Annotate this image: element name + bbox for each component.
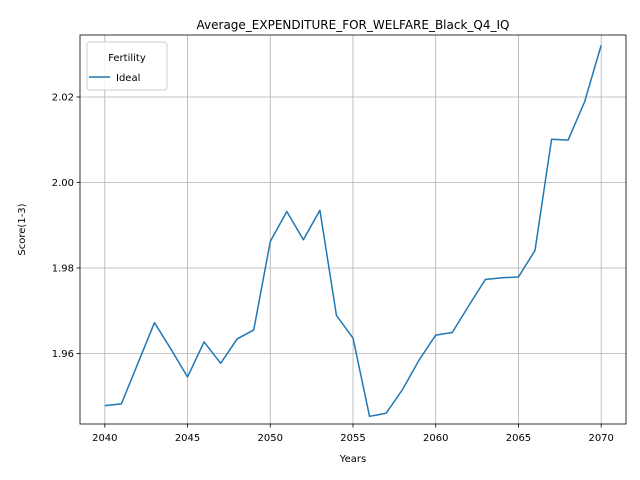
y-tick-label: 1.96: [52, 349, 74, 360]
x-tick-label: 2040: [92, 433, 117, 444]
chart-title: Average_EXPENDITURE_FOR_WELFARE_Black_Q4…: [197, 18, 510, 32]
x-tick-label: 2070: [588, 433, 613, 444]
legend-box: [86, 41, 168, 91]
x-tick-label: 2055: [340, 433, 365, 444]
x-tick-label: 2065: [506, 433, 531, 444]
x-axis-label: Years: [339, 454, 366, 465]
y-axis-ticks: 1.96 1.98 2.00 2.02: [52, 92, 80, 360]
x-tick-label: 2045: [175, 433, 200, 444]
y-tick-label: 2.00: [52, 178, 74, 189]
x-tick-label: 2050: [258, 433, 283, 444]
x-tick-label: 2060: [423, 433, 448, 444]
y-tick-label: 2.02: [52, 92, 74, 103]
legend-title: Fertility: [108, 53, 146, 64]
y-tick-label: 1.98: [52, 263, 74, 274]
legend: Fertility Ideal: [86, 41, 168, 91]
y-axis-label: Score(1-3): [17, 203, 28, 255]
legend-label-ideal: Ideal: [116, 73, 140, 84]
grid-lines: [80, 35, 626, 424]
series-layer: [104, 45, 602, 418]
x-axis-ticks: 2040 2045 2050 2055 2060 2065 2070: [92, 424, 614, 444]
series-line-ideal: [104, 45, 602, 418]
